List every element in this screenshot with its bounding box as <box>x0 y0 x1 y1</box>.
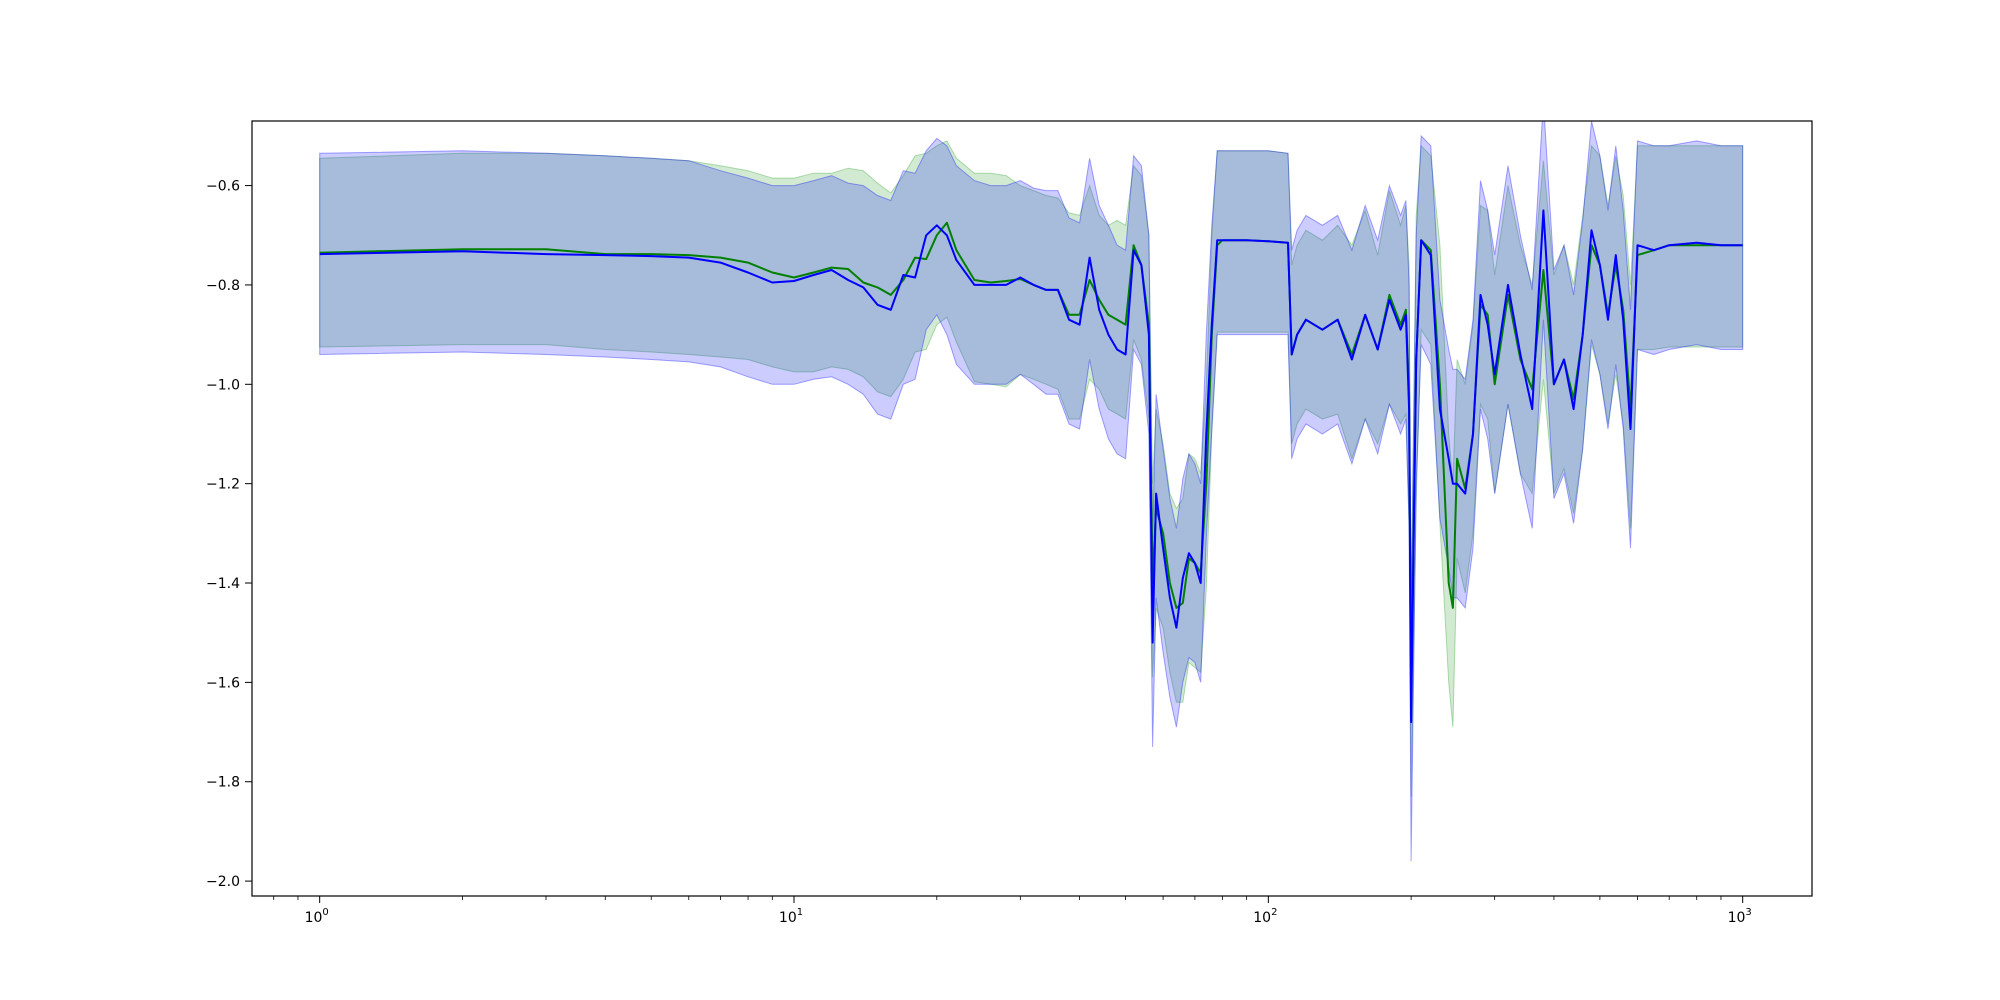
y-tick-label: −2.0 <box>206 874 240 890</box>
x-tick-label: 101 <box>779 907 803 926</box>
x-axis: 100 101 102 103 <box>273 896 1752 926</box>
plot-frame <box>251 120 1813 897</box>
y-tick-label: −1.6 <box>206 675 240 691</box>
y-tick-label: −0.6 <box>206 179 240 195</box>
y-tick-label: −1.4 <box>206 576 240 592</box>
y-axis: −0.6 −0.8 −1.0 −1.2 −1.4 −1.6 −1.8 −2.0 <box>206 179 252 890</box>
x-tick-label: 103 <box>1728 907 1752 926</box>
x-tick-label: 102 <box>1253 907 1277 926</box>
y-tick-label: −1.8 <box>206 775 240 791</box>
y-tick-label: −0.8 <box>206 278 240 294</box>
x-tick-label: 100 <box>305 907 329 926</box>
y-tick-label: −1.0 <box>206 377 240 393</box>
series-2-line <box>319 209 1743 724</box>
series-lines <box>319 209 1743 724</box>
y-tick-label: −1.2 <box>206 477 240 493</box>
